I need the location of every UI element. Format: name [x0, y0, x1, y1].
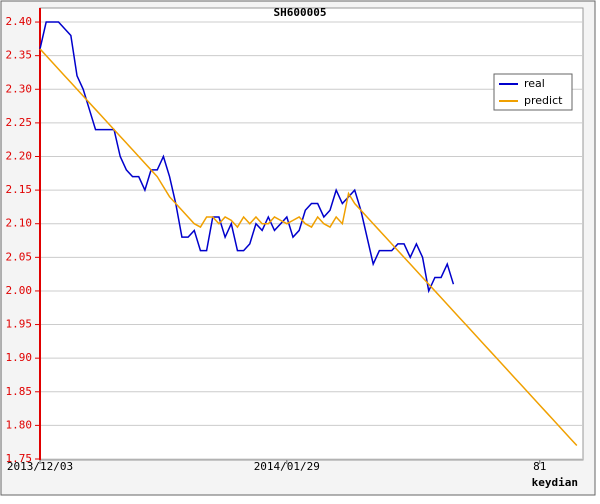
legend: real predict [493, 73, 573, 111]
legend-label: real [524, 77, 545, 90]
y-tick-label: 2.40 [6, 15, 33, 28]
x-tick-label: 81 [533, 460, 546, 473]
y-tick-label: 2.05 [6, 250, 33, 263]
y-tick-label: 2.15 [6, 183, 33, 196]
y-tick-label: 2.30 [6, 82, 33, 95]
legend-label: predict [524, 94, 563, 107]
legend-box [493, 73, 573, 111]
y-tick-label: 2.35 [6, 49, 33, 62]
y-tick-label: 2.20 [6, 149, 33, 162]
x-axis-label: keydian [532, 476, 578, 489]
x-tick-label: 2014/01/29 [254, 460, 320, 473]
y-tick-label: 1.85 [6, 385, 33, 398]
y-tick-label: 1.95 [6, 318, 33, 331]
y-tick-label: 2.00 [6, 284, 33, 297]
y-tick-label: 2.10 [6, 217, 33, 230]
series-line [39, 48, 578, 447]
y-tick-label: 2.25 [6, 116, 33, 129]
chart-title: SH600005 [274, 6, 327, 19]
plot-area [39, 7, 584, 461]
y-tick-label: 1.80 [6, 418, 33, 431]
series-line [39, 21, 455, 294]
y-tick-label: 1.75 [6, 452, 33, 465]
y-tick-label: 1.90 [6, 351, 33, 364]
x-tick-label: 2013/12/03 [7, 460, 73, 473]
